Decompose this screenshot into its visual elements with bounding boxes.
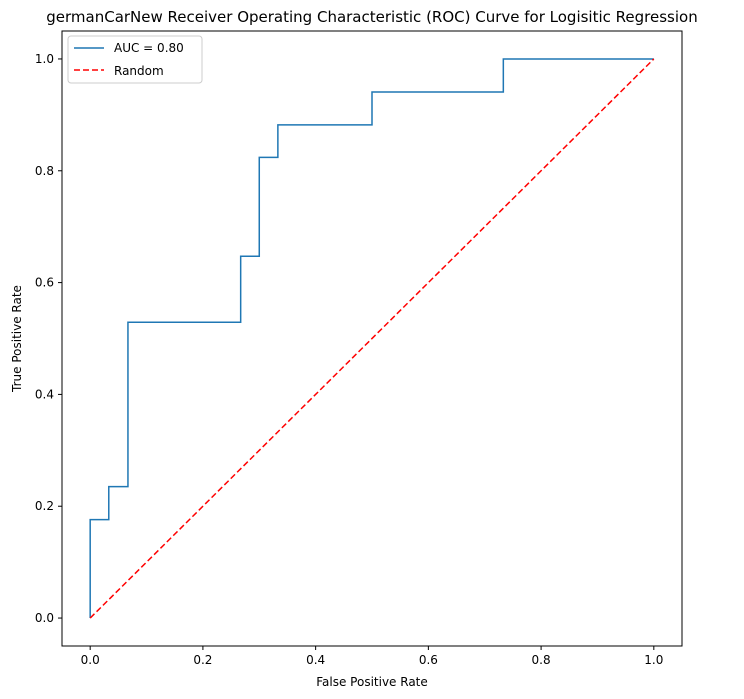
x-axis-label: False Positive Rate: [316, 675, 428, 689]
x-tick-label: 1.0: [644, 653, 663, 667]
ticks-layer: 0.0 0.2 0.4 0.6 0.8 1.0 0.0 0.2 0.4 0.6 0.8 1.0: [35, 52, 663, 667]
y-tick-label: 0.8: [35, 164, 54, 178]
legend-label-auc: AUC = 0.80: [114, 41, 184, 55]
y-tick-label: 1.0: [35, 52, 54, 66]
x-tick-label: 0.6: [419, 653, 438, 667]
y-tick-label: 0.2: [35, 499, 54, 513]
series-layer: [89, 58, 655, 619]
random-baseline-line: [89, 58, 655, 619]
x-tick-label: 0.0: [81, 653, 100, 667]
y-axis-label: True Positive Rate: [10, 285, 24, 393]
x-tick-label: 0.2: [193, 653, 212, 667]
x-tick-label: 0.8: [532, 653, 551, 667]
plot-frame: [61, 30, 683, 647]
legend-label-random: Random: [114, 64, 164, 78]
roc-curve-line: [89, 58, 654, 619]
chart-title: germanCarNew Receiver Operating Characte…: [46, 8, 697, 26]
y-tick-label: 0.0: [35, 611, 54, 625]
x-tick-label: 0.4: [306, 653, 325, 667]
legend: AUC = 0.80 Random: [67, 35, 203, 84]
y-tick-label: 0.4: [35, 387, 54, 401]
y-tick-label: 0.6: [35, 276, 54, 290]
